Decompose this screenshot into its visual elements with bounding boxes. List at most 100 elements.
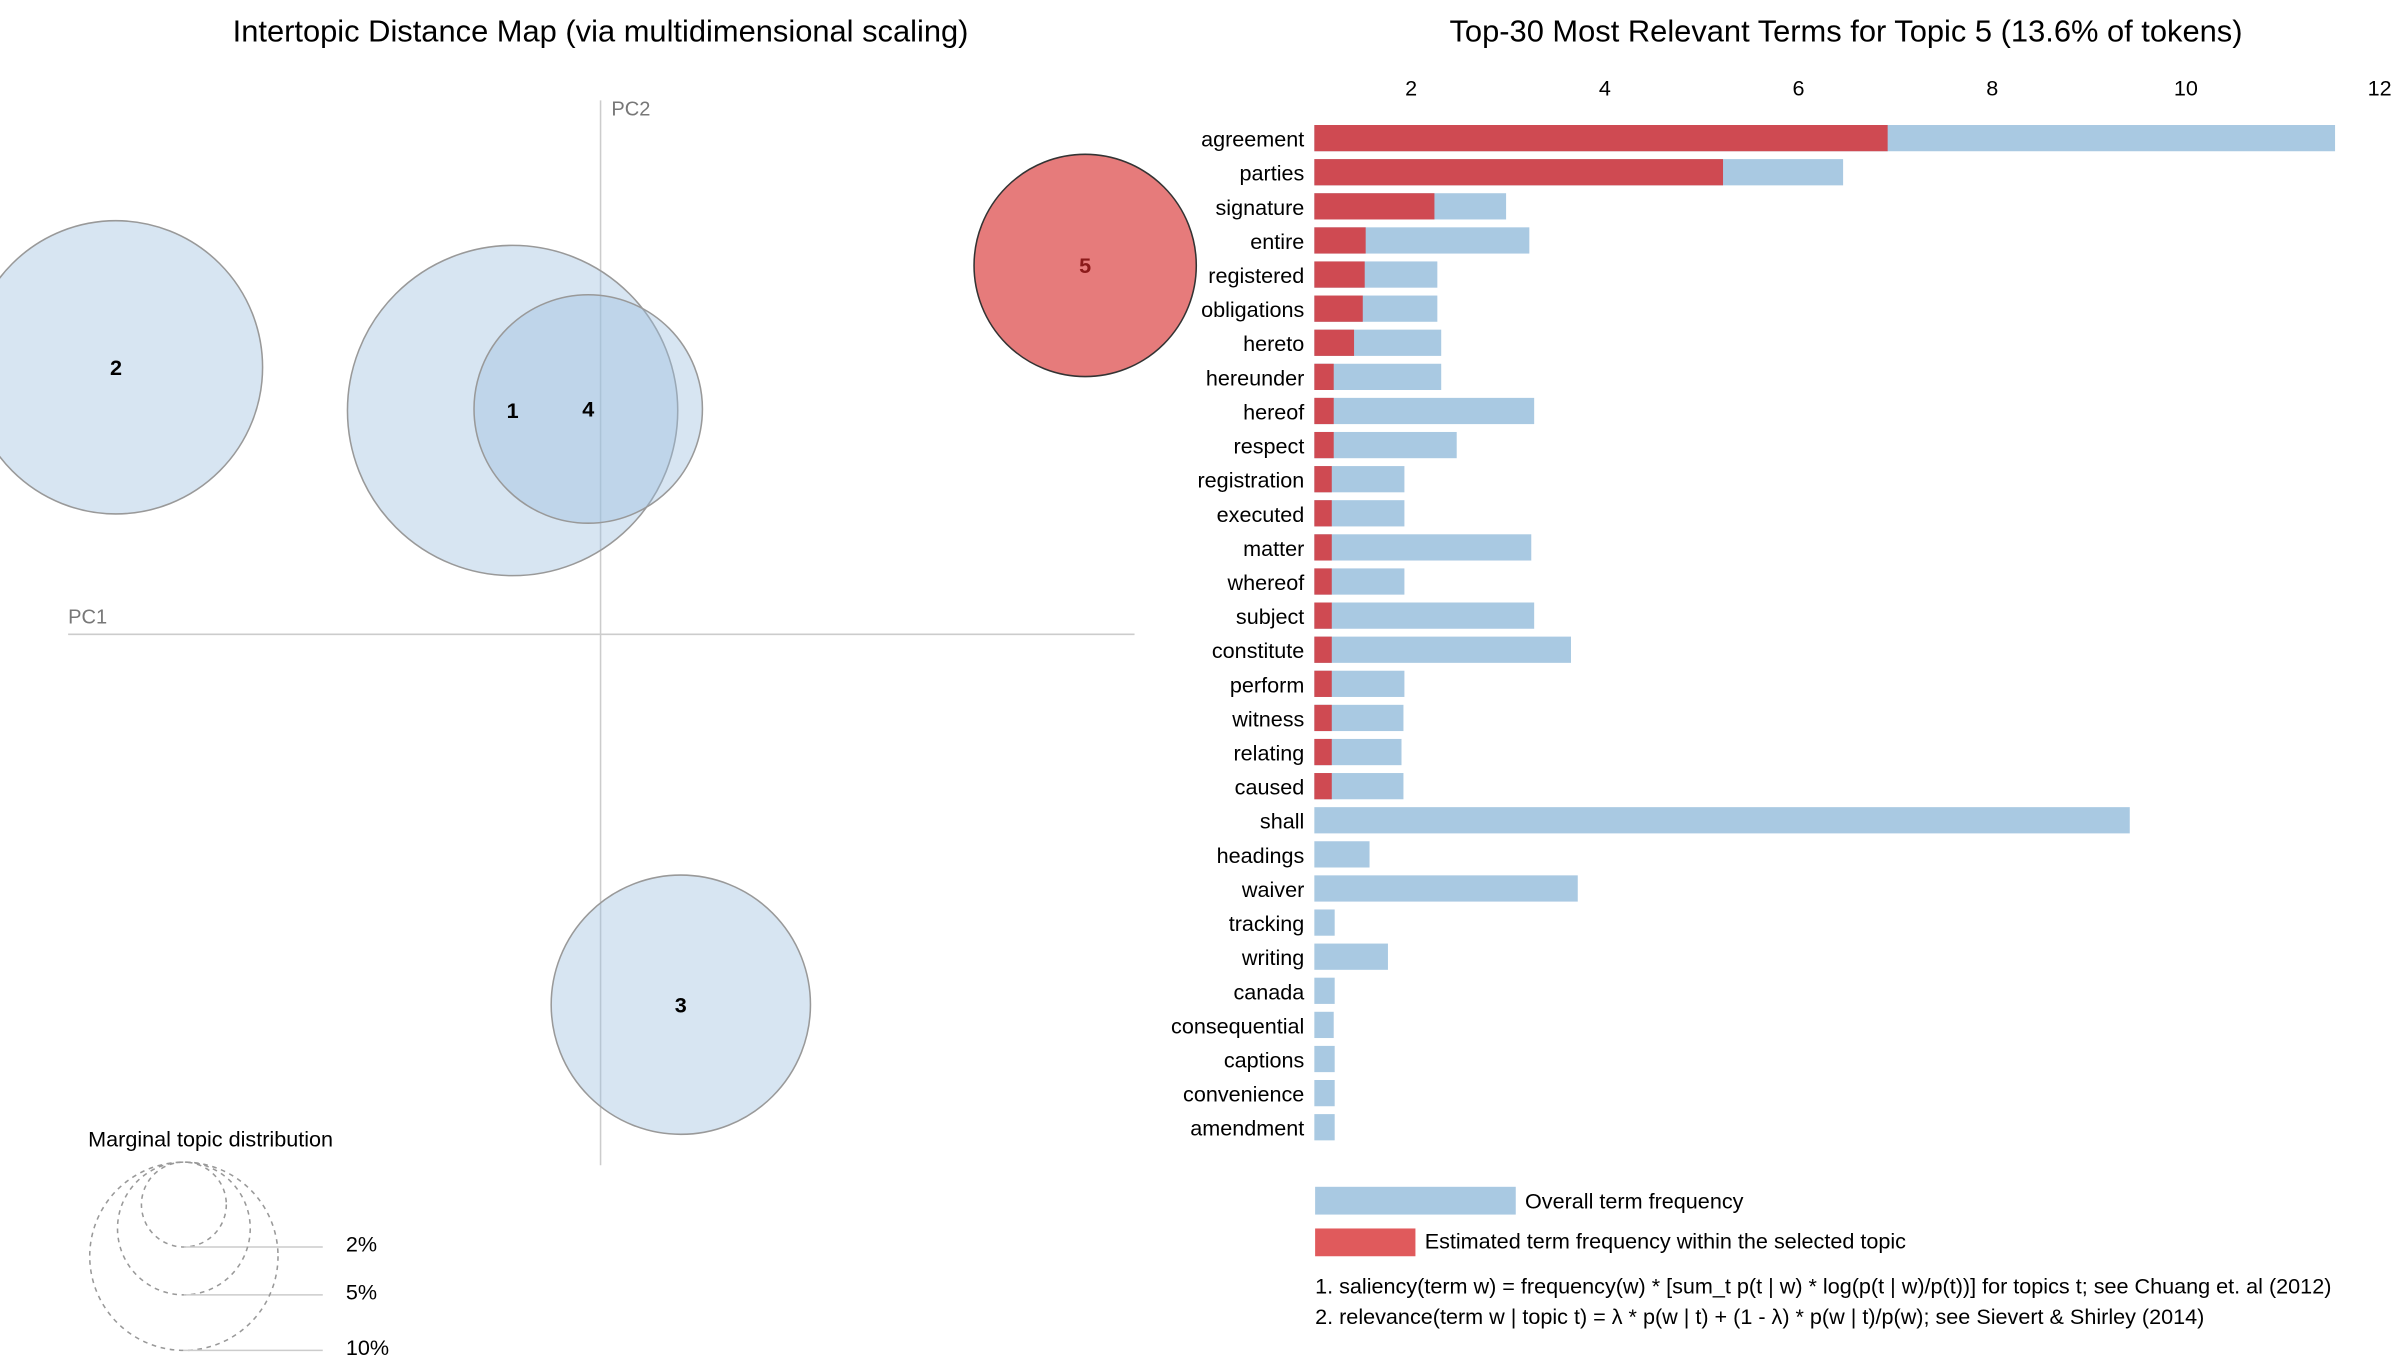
topic-circle[interactable] xyxy=(346,244,679,577)
term-row-captions[interactable]: captions xyxy=(1224,1045,1335,1073)
topic-frequency-bar[interactable] xyxy=(1314,568,1332,595)
topic-frequency-bar[interactable] xyxy=(1314,670,1332,697)
topic-2[interactable] xyxy=(0,219,264,515)
term-row-canada[interactable]: canada xyxy=(1233,977,1335,1005)
term-label[interactable]: constitute xyxy=(1212,638,1304,663)
term-label[interactable]: hereto xyxy=(1243,331,1304,356)
overall-frequency-bar[interactable] xyxy=(1314,943,1388,970)
overall-frequency-bar[interactable] xyxy=(1314,534,1532,561)
term-label[interactable]: subject xyxy=(1236,604,1304,629)
overall-frequency-bar[interactable] xyxy=(1314,1114,1335,1141)
term-row-writing[interactable]: writing xyxy=(1241,943,1388,971)
overall-frequency-bar[interactable] xyxy=(1314,363,1442,390)
topic-5[interactable] xyxy=(973,153,1198,378)
topic-frequency-bar[interactable] xyxy=(1314,431,1334,459)
term-label[interactable]: hereunder xyxy=(1206,365,1304,390)
topic-frequency-bar[interactable] xyxy=(1314,466,1332,493)
term-label[interactable]: parties xyxy=(1239,161,1304,186)
topic-circle[interactable] xyxy=(973,153,1198,378)
topic-1[interactable] xyxy=(346,244,679,577)
term-label[interactable]: executed xyxy=(1217,502,1305,527)
term-label[interactable]: caused xyxy=(1235,775,1305,800)
term-label[interactable]: amendment xyxy=(1190,1116,1304,1141)
overall-frequency-bar[interactable] xyxy=(1314,1011,1334,1039)
term-row-constitute[interactable]: constitute xyxy=(1212,636,1571,664)
term-label[interactable]: hereof xyxy=(1243,399,1305,424)
term-row-matter[interactable]: matter xyxy=(1243,534,1532,561)
term-row-executed[interactable]: executed xyxy=(1217,500,1405,527)
topic-circle[interactable] xyxy=(0,219,264,515)
topic-frequency-bar[interactable] xyxy=(1314,193,1435,220)
term-row-headings[interactable]: headings xyxy=(1217,841,1370,868)
term-label[interactable]: perform xyxy=(1230,672,1304,697)
topic-frequency-bar[interactable] xyxy=(1314,125,1888,152)
term-label[interactable]: respect xyxy=(1234,434,1305,459)
overall-frequency-bar[interactable] xyxy=(1314,977,1335,1004)
term-row-agreement[interactable]: agreement xyxy=(1201,125,2336,152)
overall-frequency-bar[interactable] xyxy=(1314,636,1571,663)
term-row-respect[interactable]: respect xyxy=(1234,431,1457,459)
topic-frequency-bar[interactable] xyxy=(1314,704,1332,732)
term-row-shall[interactable]: shall xyxy=(1260,807,2130,834)
term-row-whereof[interactable]: whereof xyxy=(1226,568,1405,595)
term-label[interactable]: signature xyxy=(1215,195,1304,220)
overall-frequency-bar[interactable] xyxy=(1314,841,1370,868)
overall-frequency-bar[interactable] xyxy=(1314,807,2130,834)
term-label[interactable]: witness xyxy=(1231,706,1304,731)
topic-frequency-bar[interactable] xyxy=(1314,738,1332,766)
term-label[interactable]: writing xyxy=(1241,945,1304,970)
topic-frequency-bar[interactable] xyxy=(1314,500,1332,527)
term-label[interactable]: relating xyxy=(1233,741,1304,766)
overall-frequency-bar[interactable] xyxy=(1314,1045,1335,1073)
term-label[interactable]: headings xyxy=(1217,843,1305,868)
topic-frequency-bar[interactable] xyxy=(1314,773,1332,800)
overall-frequency-bar[interactable] xyxy=(1314,397,1535,425)
term-label[interactable]: whereof xyxy=(1226,570,1305,595)
term-label[interactable]: registered xyxy=(1208,263,1304,288)
term-label[interactable]: waiver xyxy=(1241,877,1304,902)
term-row-consequential[interactable]: consequential xyxy=(1171,1011,1334,1039)
topic-frequency-bar[interactable] xyxy=(1314,363,1334,390)
term-row-waiver[interactable]: waiver xyxy=(1241,875,1578,902)
term-label[interactable]: entire xyxy=(1250,229,1304,254)
term-row-witness[interactable]: witness xyxy=(1231,704,1404,732)
topic-frequency-bar[interactable] xyxy=(1314,159,1724,186)
term-row-tracking[interactable]: tracking xyxy=(1229,909,1335,936)
term-label[interactable]: convenience xyxy=(1183,1082,1304,1107)
topic-frequency-bar[interactable] xyxy=(1314,397,1334,425)
overall-frequency-bar[interactable] xyxy=(1314,875,1578,902)
topic-circle[interactable] xyxy=(550,874,812,1136)
term-label[interactable]: registration xyxy=(1197,468,1304,493)
term-row-registered[interactable]: registered xyxy=(1208,261,1438,288)
topic-frequency-bar[interactable] xyxy=(1314,602,1332,629)
term-row-parties[interactable]: parties xyxy=(1239,159,1844,186)
topic-frequency-bar[interactable] xyxy=(1314,227,1366,254)
term-label[interactable]: shall xyxy=(1260,809,1304,834)
term-row-caused[interactable]: caused xyxy=(1235,773,1404,800)
topic-3[interactable] xyxy=(550,874,812,1136)
topic-frequency-bar[interactable] xyxy=(1314,329,1355,356)
topic-frequency-bar[interactable] xyxy=(1314,534,1332,561)
term-row-subject[interactable]: subject xyxy=(1236,602,1535,630)
topic-frequency-bar[interactable] xyxy=(1314,636,1332,663)
term-row-signature[interactable]: signature xyxy=(1215,193,1507,220)
term-row-hereunder[interactable]: hereunder xyxy=(1206,363,1442,391)
term-row-hereto[interactable]: hereto xyxy=(1243,329,1442,357)
topic-4[interactable] xyxy=(473,294,704,524)
term-label[interactable]: matter xyxy=(1243,536,1304,561)
topic-circle[interactable] xyxy=(473,294,704,524)
term-label[interactable]: consequential xyxy=(1171,1013,1304,1038)
term-label[interactable]: obligations xyxy=(1201,297,1304,322)
term-row-amendment[interactable]: amendment xyxy=(1190,1114,1335,1141)
term-row-entire[interactable]: entire xyxy=(1250,227,1530,254)
term-row-relating[interactable]: relating xyxy=(1233,738,1402,766)
term-row-hereof[interactable]: hereof xyxy=(1243,397,1535,425)
overall-frequency-bar[interactable] xyxy=(1314,1080,1335,1107)
overall-frequency-bar[interactable] xyxy=(1314,602,1535,629)
term-row-perform[interactable]: perform xyxy=(1230,670,1405,698)
term-row-obligations[interactable]: obligations xyxy=(1201,295,1438,323)
term-label[interactable]: captions xyxy=(1224,1048,1305,1073)
term-row-registration[interactable]: registration xyxy=(1197,466,1405,493)
topic-frequency-bar[interactable] xyxy=(1314,295,1363,322)
overall-frequency-bar[interactable] xyxy=(1314,909,1335,936)
